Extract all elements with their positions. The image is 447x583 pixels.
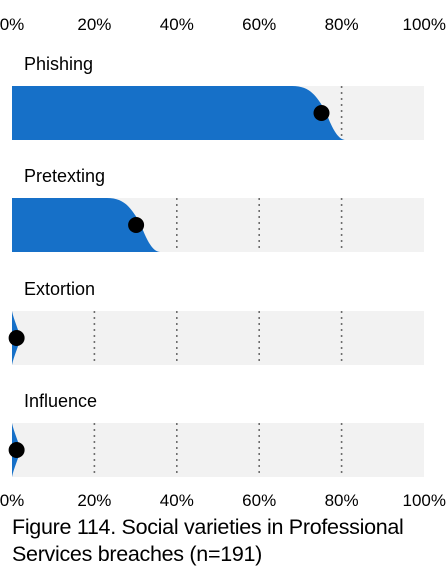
distribution-area bbox=[12, 86, 346, 140]
top-tick-label: 20% bbox=[77, 15, 111, 34]
x-axis-bottom: 0% 20% 40% 60% 80% 100% bbox=[0, 491, 446, 510]
category-label: Extortion bbox=[24, 279, 95, 299]
panel-extortion: Extortion bbox=[8, 279, 424, 365]
top-tick-label: 0% bbox=[0, 15, 24, 34]
chart-panels: Phishing Pretexting Extortion Influence bbox=[8, 54, 424, 477]
bottom-tick-label: 40% bbox=[160, 491, 194, 510]
top-tick-label: 60% bbox=[242, 15, 276, 34]
figure-caption: Figure 114. Social varieties in Professi… bbox=[12, 515, 404, 566]
panel-influence: Influence bbox=[8, 391, 424, 477]
x-axis-top: 0% 20% 40% 60% 80% 100% bbox=[0, 15, 446, 34]
category-label: Pretexting bbox=[24, 166, 105, 186]
chart: 0% 20% 40% 60% 80% 100% Phishing Pretexting Ext… bbox=[0, 15, 446, 510]
panel-pretexting: Pretexting bbox=[12, 166, 424, 252]
bottom-tick-label: 20% bbox=[77, 491, 111, 510]
top-tick-label: 100% bbox=[403, 15, 446, 34]
category-label: Influence bbox=[24, 391, 97, 411]
top-tick-label: 80% bbox=[325, 15, 359, 34]
track-background bbox=[12, 423, 424, 477]
category-label: Phishing bbox=[24, 54, 93, 74]
estimate-dot bbox=[8, 330, 25, 346]
distribution-area bbox=[12, 198, 161, 252]
track-background bbox=[12, 311, 424, 365]
bottom-tick-label: 0% bbox=[0, 491, 24, 510]
bottom-tick-label: 100% bbox=[403, 491, 446, 510]
estimate-dot bbox=[128, 217, 145, 233]
bottom-tick-label: 80% bbox=[325, 491, 359, 510]
bottom-tick-label: 60% bbox=[242, 491, 276, 510]
estimate-dot bbox=[313, 105, 330, 121]
estimate-dot bbox=[8, 442, 25, 458]
panel-phishing: Phishing bbox=[12, 54, 424, 140]
top-tick-label: 40% bbox=[160, 15, 194, 34]
